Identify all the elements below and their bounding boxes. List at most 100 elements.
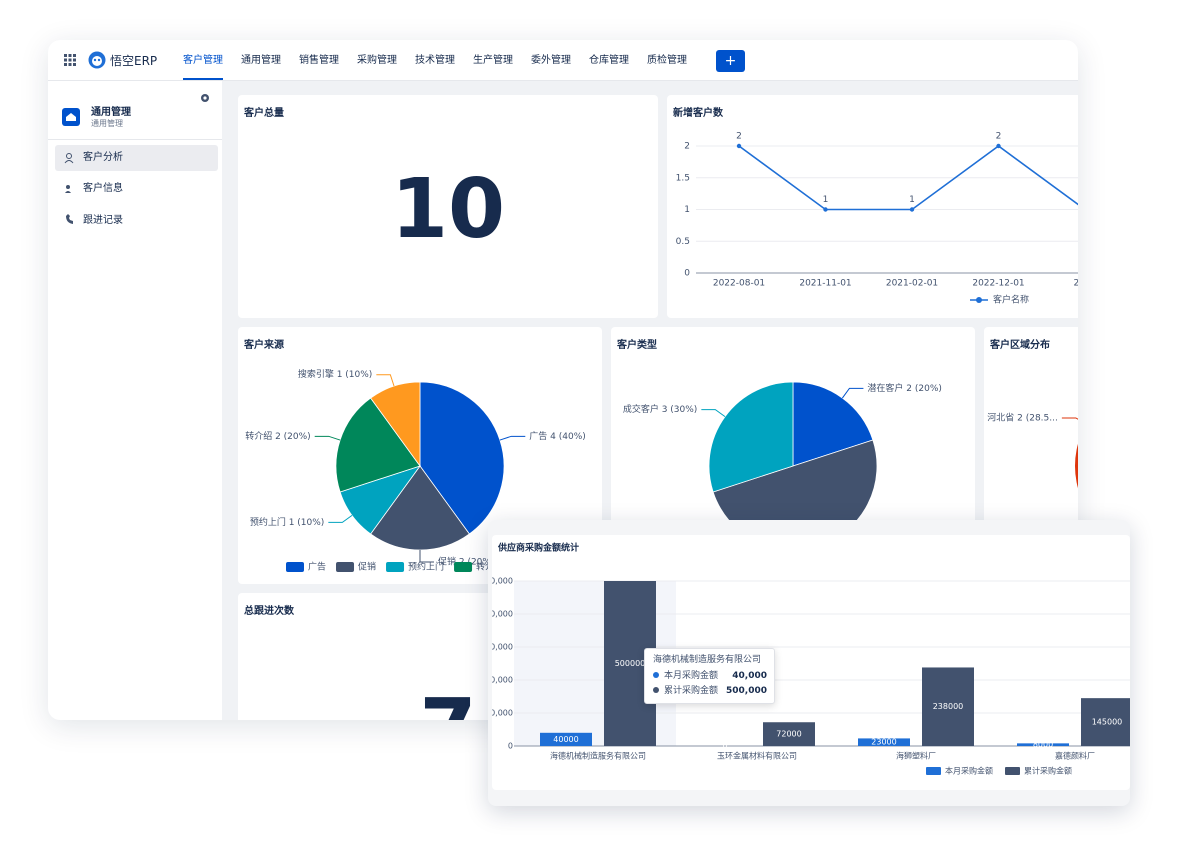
nav-item[interactable]: 通用管理 [241, 55, 281, 66]
tooltip: 海德机械制造服务有限公司 本月采购金额 40,000 累计采购金额 500,000 [644, 648, 775, 704]
leader-line [499, 435, 526, 441]
data-label: 72000 [776, 730, 801, 739]
y-tick-label: 0 [684, 269, 690, 279]
card-title: 客户类型 [617, 340, 657, 351]
chart-card: 供应商采购金额统计 0 100,000 200,000 300,000 400,000 5… [492, 535, 1130, 790]
pie-chart: 河北省 2 (28.5... [987, 412, 1078, 489]
legend-label: 累计采购金额 [1024, 766, 1072, 776]
nav-item[interactable]: 采购管理 [357, 55, 397, 66]
tooltip-dot [653, 687, 659, 693]
apps-icon[interactable] [64, 54, 76, 66]
x-tick-label: 嘉德颜料厂 [1055, 751, 1095, 761]
nav-item[interactable]: 质检管理 [647, 55, 687, 66]
data-label: 40000 [553, 735, 578, 744]
top-nav: 悟空ERP 客户管理 通用管理 销售管理 采购管理 技术管理 生产管理 委外管理… [48, 40, 1078, 81]
leader-line [328, 514, 353, 523]
data-point [823, 207, 828, 212]
legend-swatch [454, 562, 473, 572]
data-label: 2 [996, 132, 1002, 142]
sidebar-item[interactable]: 跟进记录 [83, 215, 123, 226]
nav-item[interactable]: 仓库管理 [589, 55, 629, 66]
x-tick-label: 玉环金属材料有限公司 [717, 751, 797, 761]
tooltip-row: 本月采购金额 40,000 [653, 669, 767, 683]
x-tick-label: 2022 [1074, 279, 1078, 289]
y-tick-label: 100,000 [492, 709, 513, 718]
brand-name: 悟空ERP [110, 54, 158, 68]
leader-line [701, 409, 726, 418]
sidebar-item[interactable]: 客户分析 [55, 145, 218, 171]
slice-label: 河北省 2 (28.5... [987, 412, 1058, 424]
tooltip-value: 500,000 [726, 686, 767, 696]
card-title: 新增客户数 [673, 108, 723, 119]
legend-label: 本月采购金额 [945, 766, 993, 776]
legend-label: 广告 [308, 561, 326, 573]
sidebar-icons [64, 153, 74, 224]
data-label: 500000 [615, 659, 646, 668]
nav-item[interactable]: 生产管理 [473, 55, 513, 66]
nav-item[interactable]: 销售管理 [299, 55, 339, 66]
sidebar-subtitle: 通用管理 [91, 119, 123, 128]
popup-window: 供应商采购金额统计 0 100,000 200,000 300,000 400,000 5… [488, 520, 1130, 806]
card-title: 客户区域分布 [990, 340, 1050, 351]
legend-dot [976, 297, 982, 303]
data-label: 238000 [933, 702, 964, 711]
legend-swatch [1005, 767, 1020, 775]
stat-card: 客户总量 10 [238, 95, 658, 318]
tooltip-dot [653, 672, 659, 678]
leader-line [1061, 417, 1078, 420]
y-tick-label: 1 [684, 205, 690, 215]
data-label: 0 [722, 742, 727, 751]
settings-icon[interactable] [200, 93, 210, 103]
nav-item[interactable]: 技术管理 [415, 55, 455, 66]
data-label: 1 [823, 195, 829, 205]
legend-swatch [286, 562, 304, 572]
legend-label: 客户名称 [993, 294, 1029, 306]
divider [48, 139, 222, 140]
data-label: 145000 [1092, 718, 1123, 727]
pie-slice [1075, 443, 1078, 489]
slice-label: 预约上门 1 (10%) [250, 516, 324, 528]
card-title: 供应商采购金额统计 [497, 542, 579, 554]
nav-item[interactable]: 客户管理 [183, 40, 223, 80]
tooltip-value: 40,000 [732, 671, 767, 681]
bar-chart: 供应商采购金额统计 0 100,000 200,000 300,000 400,000 5… [492, 542, 1130, 776]
slice-label: 转介绍 2 (20%) [245, 430, 310, 442]
y-tick-label: 1.5 [676, 173, 690, 183]
tooltip-name: 累计采购金额 [664, 686, 719, 696]
legend-swatch [336, 562, 355, 572]
bar [922, 667, 974, 746]
nav-item[interactable]: 委外管理 [531, 55, 571, 66]
slice-label: 广告 4 (40%) [529, 430, 585, 442]
legend-label: 预约上门 [408, 561, 444, 573]
y-tick-label: 0.5 [676, 237, 690, 247]
bar [540, 732, 592, 746]
leader-line [314, 435, 341, 441]
tooltip-name: 本月采购金额 [664, 671, 719, 681]
leader-line [419, 550, 434, 563]
bar [1081, 698, 1130, 746]
sidebar-item[interactable]: 客户信息 [83, 183, 123, 194]
data-label: 23000 [871, 738, 896, 747]
data-label: 8000 [1033, 740, 1053, 749]
pie-slice [419, 381, 505, 535]
pie-slice [708, 381, 794, 493]
add-button[interactable]: + [716, 50, 745, 72]
slice-label: 潜在客户 2 (20%) [867, 382, 941, 394]
chart-card: 新增客户数 0 0.5 1 1.5 2 2022-08-01 2021-11-01 2021-… [667, 95, 1078, 318]
y-tick-label: 300,000 [492, 643, 513, 652]
x-tick-label: 2022-12-01 [972, 279, 1024, 289]
line-chart: 0 0.5 1 1.5 2 2022-08-01 2021-11-01 2021-02-01 2… [676, 132, 1078, 306]
stat-value: 10 [390, 162, 506, 257]
sidebar: 通用管理 通用管理 客户分析 客户信息 跟进记录 [48, 81, 222, 720]
y-tick-label: 0 [508, 742, 513, 751]
y-tick-label: 500,000 [492, 577, 513, 586]
home-icon [62, 108, 80, 126]
legend-label: 促销 [358, 561, 376, 573]
data-label: 2 [736, 132, 742, 142]
x-tick-label: 2021-11-01 [799, 279, 851, 289]
data-point [736, 143, 742, 149]
data-point [909, 207, 915, 212]
tooltip-title: 海德机械制造服务有限公司 [653, 655, 762, 665]
